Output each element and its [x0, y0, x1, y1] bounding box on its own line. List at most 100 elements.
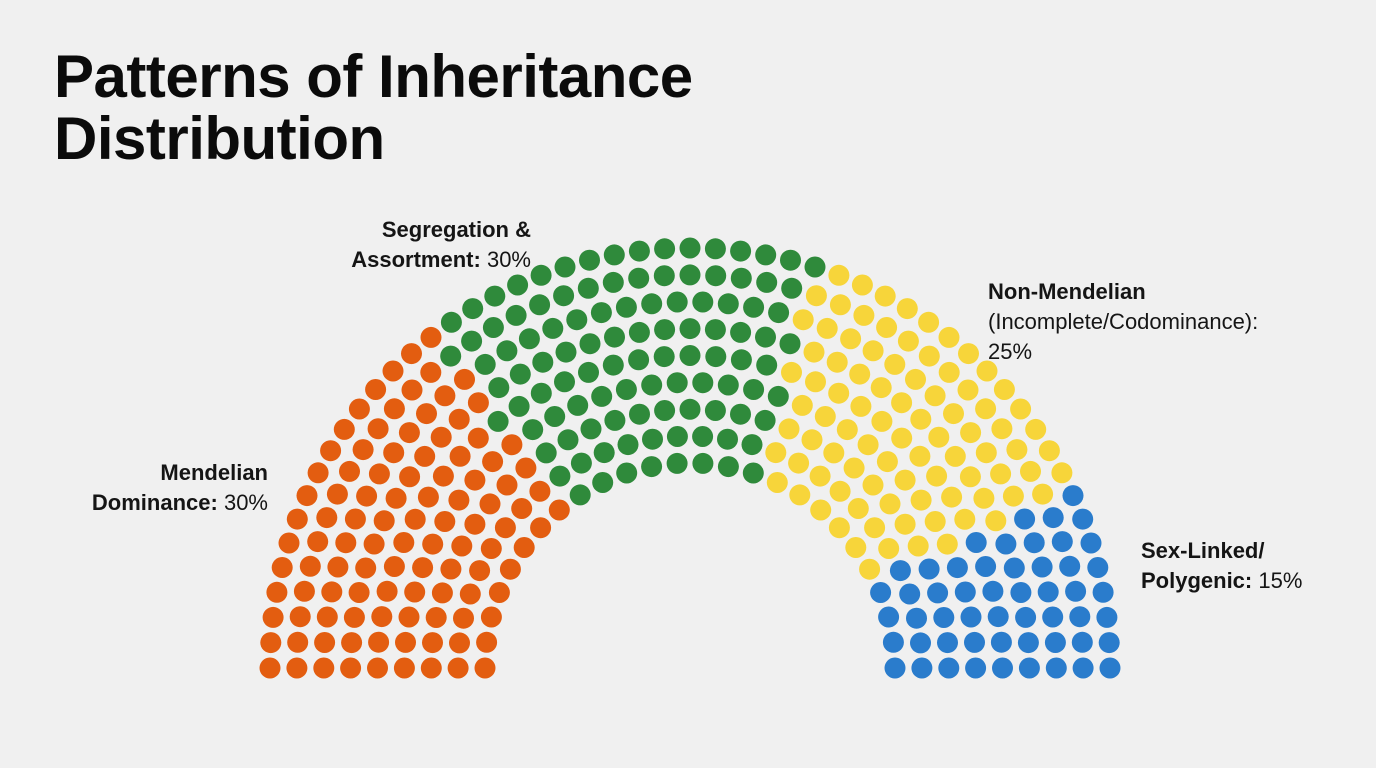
seat-dot [907, 535, 929, 557]
seat-dot [789, 484, 811, 506]
seat-dot [557, 429, 579, 451]
seat-dot [535, 442, 557, 464]
seat-dot [453, 607, 474, 629]
seat-dot [679, 264, 701, 286]
seat-dot [845, 537, 867, 558]
seat-dot [909, 445, 931, 467]
seat-dot [341, 632, 363, 654]
seat-dot [965, 657, 987, 679]
seat-dot [580, 418, 602, 440]
seat-dot [432, 465, 454, 487]
chart-title-line-1: Patterns of Inheritance [54, 43, 693, 110]
seat-dot [829, 480, 851, 502]
seat-dot [884, 657, 906, 679]
seat-dot [891, 427, 913, 449]
seat-dot [704, 319, 726, 341]
seat-dot [316, 507, 338, 529]
seat-dot [941, 486, 963, 508]
seat-dot [511, 498, 533, 519]
seat-dot [577, 277, 599, 299]
seat-dot [943, 403, 964, 425]
seat-dot [894, 513, 916, 535]
seat-dot [810, 499, 832, 521]
seat-dot [960, 606, 982, 628]
seat-dot [755, 326, 776, 348]
seat-dot [592, 472, 614, 493]
seat-dot [717, 456, 739, 478]
seat-dot [363, 533, 385, 555]
seat-dot [569, 484, 591, 506]
seat-dot [641, 293, 663, 315]
seat-dot [882, 631, 904, 653]
seat-dot [918, 311, 940, 333]
seat-dot [474, 353, 496, 375]
seat-dot [910, 489, 932, 511]
seat-dot [767, 385, 789, 407]
seat-dot [864, 517, 886, 539]
seat-dot [679, 318, 701, 340]
seat-dot [924, 511, 946, 532]
seat-dot [654, 319, 676, 341]
seat-dot [987, 606, 1009, 628]
seat-dot [404, 508, 426, 530]
label-segregation-assortment-percent: 30% [486, 247, 531, 272]
seat-dot [1072, 657, 1094, 679]
seat-dot [449, 445, 471, 467]
seat-dot [870, 377, 892, 399]
seat-dot [628, 349, 650, 371]
seat-dot [367, 418, 389, 440]
seat-dot [398, 606, 420, 628]
seat-dot [995, 533, 1017, 555]
seat-dot [416, 403, 437, 425]
seat-dot [259, 657, 281, 679]
seat-dot [1038, 440, 1060, 462]
seat-dot [654, 238, 676, 260]
seat-dot [973, 487, 995, 509]
seat-dot [617, 434, 639, 456]
seat-dot [911, 657, 933, 679]
seat-dot [1044, 632, 1066, 653]
label-mendelian-dominance: Mendelian Dominance: 30% [92, 458, 268, 518]
seat-dot [494, 517, 516, 539]
seat-dot [447, 657, 469, 679]
seat-dot [778, 418, 800, 440]
seat-dot [616, 462, 638, 484]
seat-dot [373, 510, 395, 532]
seat-dot [469, 560, 491, 582]
seat-dot [1062, 485, 1084, 507]
seat-dot [730, 403, 751, 425]
seat-dot [383, 442, 405, 464]
seat-dot [803, 341, 825, 363]
seat-dot [431, 582, 453, 604]
seat-dot [853, 304, 875, 326]
seat-dot [476, 631, 498, 653]
seat-dot [1072, 508, 1094, 530]
seat-dot [454, 368, 475, 390]
label-non-mendelian: Non-Mendelian (Incomplete/Codominance): … [988, 277, 1258, 367]
seat-dot [508, 395, 530, 417]
seat-dot [840, 328, 862, 350]
seat-dot [936, 533, 958, 555]
seat-dot [692, 372, 714, 394]
seat-dot [1098, 632, 1120, 654]
seat-dot [889, 560, 911, 582]
seat-dot [927, 582, 949, 604]
seat-dot [1010, 398, 1032, 420]
seat-dot [1069, 606, 1091, 628]
seat-dot [615, 379, 637, 400]
seat-dot [823, 442, 845, 464]
seat-dot [488, 377, 510, 399]
seat-dot [548, 499, 570, 521]
seat-dot [343, 606, 365, 628]
seat-dot [780, 249, 801, 271]
seat-dot [333, 418, 355, 440]
seat-dot [352, 439, 374, 461]
seat-dot [754, 409, 776, 431]
seat-dot [704, 400, 726, 421]
seat-dot [666, 426, 688, 447]
seat-dot [371, 606, 393, 628]
seat-dot [857, 434, 879, 456]
seat-dot [788, 452, 810, 474]
seat-dot [666, 452, 688, 474]
seat-dot [692, 426, 714, 447]
